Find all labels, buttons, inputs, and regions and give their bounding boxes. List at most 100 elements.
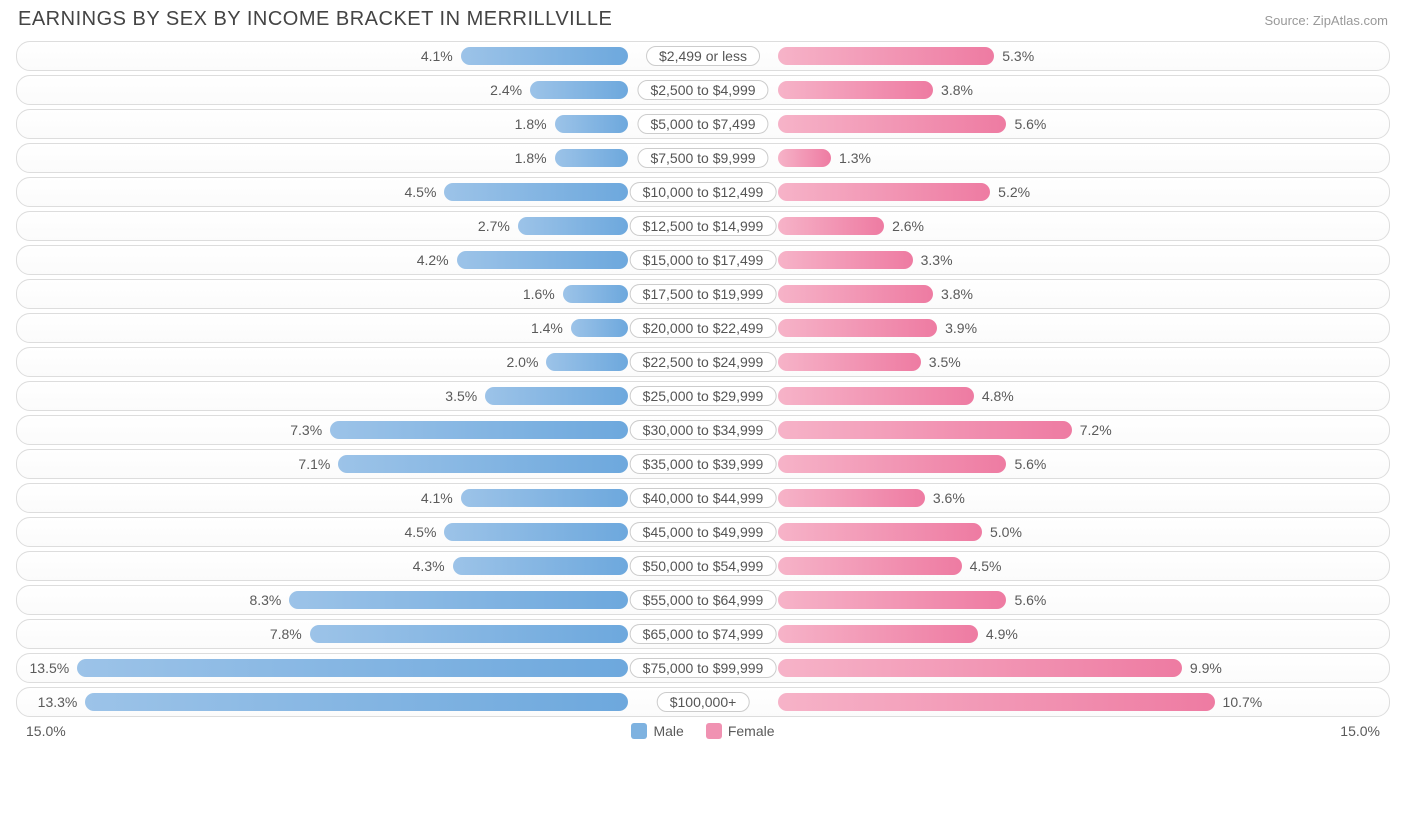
category-label: $65,000 to $74,999 <box>630 624 777 644</box>
value-female: 2.6% <box>892 212 924 240</box>
value-female: 4.5% <box>970 552 1002 580</box>
value-female: 3.8% <box>941 280 973 308</box>
bar-female <box>778 489 925 507</box>
chart-row: 7.3% 7.2% $30,000 to $34,999 <box>16 415 1390 445</box>
value-male: 8.3% <box>249 586 281 614</box>
bar-male <box>289 591 628 609</box>
bar-female <box>778 47 994 65</box>
category-label: $75,000 to $99,999 <box>630 658 777 678</box>
chart-row: 4.1%5.3%$2,499 or less <box>16 41 1390 71</box>
chart-row: 4.5%5.0%$45,000 to $49,999 <box>16 517 1390 547</box>
chart-row: 1.8% 5.6% $5,000 to $7,499 <box>16 109 1390 139</box>
value-male: 4.5% <box>404 178 436 206</box>
category-label: $15,000 to $17,499 <box>630 250 777 270</box>
legend-swatch-male <box>631 723 647 739</box>
value-male: 1.6% <box>523 280 555 308</box>
bar-female <box>778 387 974 405</box>
bar-male <box>546 353 628 371</box>
chart-row: 13.5% 9.9% $75,000 to $99,999 <box>16 653 1390 683</box>
bar-male <box>310 625 628 643</box>
chart-row: 13.3%10.7%$100,000+ <box>16 687 1390 717</box>
value-female: 5.6% <box>1014 110 1046 138</box>
category-label: $25,000 to $29,999 <box>630 386 777 406</box>
category-label: $5,000 to $7,499 <box>637 114 768 134</box>
bar-male <box>555 115 628 133</box>
category-label: $35,000 to $39,999 <box>630 454 777 474</box>
value-female: 4.9% <box>986 620 1018 648</box>
bar-male <box>571 319 628 337</box>
bar-male <box>77 659 628 677</box>
legend-label-female: Female <box>728 723 775 739</box>
value-male: 7.1% <box>298 450 330 478</box>
chart-footer: 15.0% Male Female 15.0% <box>0 721 1406 739</box>
legend-item-female: Female <box>706 723 775 739</box>
value-female: 5.2% <box>998 178 1030 206</box>
bar-female <box>778 625 978 643</box>
value-male: 13.3% <box>38 688 78 716</box>
legend-label-male: Male <box>653 723 683 739</box>
bar-female <box>778 523 982 541</box>
chart-title: EARNINGS BY SEX BY INCOME BRACKET IN MER… <box>18 8 612 31</box>
value-male: 3.5% <box>445 382 477 410</box>
value-female: 1.3% <box>839 144 871 172</box>
bar-female <box>778 557 962 575</box>
bar-male <box>555 149 628 167</box>
bar-female <box>778 251 913 269</box>
value-female: 3.5% <box>929 348 961 376</box>
category-label: $50,000 to $54,999 <box>630 556 777 576</box>
bar-female <box>778 149 831 167</box>
chart-row: 7.1%5.6%$35,000 to $39,999 <box>16 449 1390 479</box>
value-female: 4.8% <box>982 382 1014 410</box>
category-label: $12,500 to $14,999 <box>630 216 777 236</box>
value-male: 7.3% <box>290 416 322 444</box>
value-male: 2.0% <box>506 348 538 376</box>
value-male: 2.4% <box>490 76 522 104</box>
bar-female <box>778 285 933 303</box>
value-male: 4.5% <box>404 518 436 546</box>
bar-female <box>778 693 1215 711</box>
category-label: $22,500 to $24,999 <box>630 352 777 372</box>
category-label: $20,000 to $22,499 <box>630 318 777 338</box>
chart-source: Source: ZipAtlas.com <box>1264 13 1388 28</box>
value-male: 4.1% <box>421 484 453 512</box>
bar-male <box>461 489 628 507</box>
value-male: 13.5% <box>30 654 70 682</box>
category-label: $2,500 to $4,999 <box>637 80 768 100</box>
value-male: 4.1% <box>421 42 453 70</box>
chart-row: 2.7%2.6%$12,500 to $14,999 <box>16 211 1390 241</box>
bar-female <box>778 115 1006 133</box>
chart-header: EARNINGS BY SEX BY INCOME BRACKET IN MER… <box>0 0 1406 37</box>
chart-row: 4.1%3.6%$40,000 to $44,999 <box>16 483 1390 513</box>
bar-male <box>563 285 628 303</box>
chart-row: 8.3%5.6%$55,000 to $64,999 <box>16 585 1390 615</box>
category-label: $7,500 to $9,999 <box>637 148 768 168</box>
chart-row: 3.5% 4.8% $25,000 to $29,999 <box>16 381 1390 411</box>
category-label: $10,000 to $12,499 <box>630 182 777 202</box>
value-female: 5.0% <box>990 518 1022 546</box>
value-female: 9.9% <box>1190 654 1222 682</box>
bar-male <box>485 387 628 405</box>
category-label: $30,000 to $34,999 <box>630 420 777 440</box>
bar-male <box>453 557 628 575</box>
chart-row: 7.8%4.9%$65,000 to $74,999 <box>16 619 1390 649</box>
bar-male <box>518 217 628 235</box>
bar-male <box>444 523 628 541</box>
axis-max-left: 15.0% <box>26 723 66 739</box>
bar-male <box>338 455 628 473</box>
chart-row: 4.5% 5.2% $10,000 to $12,499 <box>16 177 1390 207</box>
category-label: $100,000+ <box>657 692 750 712</box>
bar-male <box>330 421 628 439</box>
chart-legend: Male Female <box>66 723 1341 739</box>
chart-row: 2.0% 3.5% $22,500 to $24,999 <box>16 347 1390 377</box>
chart-row: 2.4%3.8%$2,500 to $4,999 <box>16 75 1390 105</box>
bar-female <box>778 183 990 201</box>
legend-swatch-female <box>706 723 722 739</box>
value-female: 7.2% <box>1080 416 1112 444</box>
category-label: $55,000 to $64,999 <box>630 590 777 610</box>
bar-female <box>778 455 1006 473</box>
bar-male <box>530 81 628 99</box>
chart-row: 1.4%3.9%$20,000 to $22,499 <box>16 313 1390 343</box>
value-male: 1.8% <box>515 110 547 138</box>
axis-max-right: 15.0% <box>1340 723 1380 739</box>
value-male: 4.3% <box>413 552 445 580</box>
